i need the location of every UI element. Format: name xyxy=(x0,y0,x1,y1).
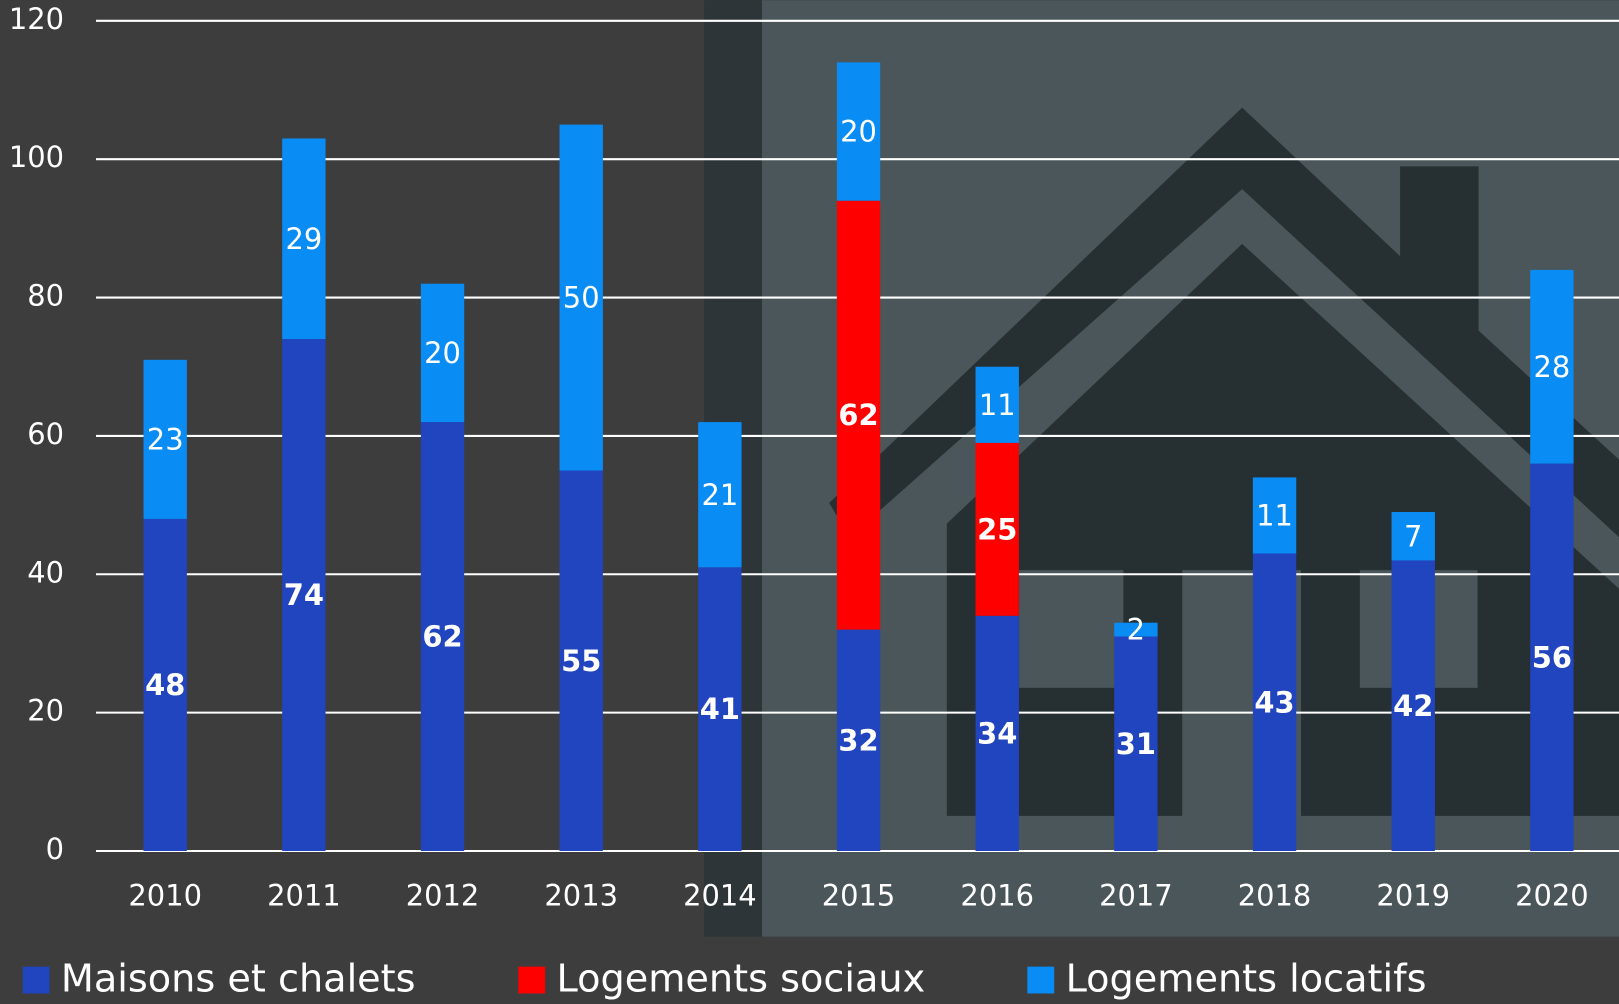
data-label: 31 xyxy=(1116,727,1156,761)
y-tick-label: 20 xyxy=(27,694,64,728)
x-tick-label: 2018 xyxy=(1238,878,1312,912)
x-tick-label: 2017 xyxy=(1099,878,1173,912)
data-label: 21 xyxy=(701,478,738,512)
x-tick-label: 2010 xyxy=(128,878,202,912)
bar-segment xyxy=(559,470,603,851)
data-label: 62 xyxy=(838,398,878,432)
data-label: 48 xyxy=(145,668,185,702)
bar-segment xyxy=(975,366,1019,443)
legend-swatch xyxy=(22,966,50,994)
x-tick-label: 2011 xyxy=(267,878,341,912)
bar-segment xyxy=(1114,622,1158,637)
data-label: 56 xyxy=(1532,640,1572,674)
x-tick-label: 2012 xyxy=(406,878,480,912)
bar-segment xyxy=(975,442,1019,616)
x-tick-label: 2020 xyxy=(1515,878,1589,912)
bar-segment xyxy=(1252,553,1297,851)
data-label: 23 xyxy=(147,422,184,456)
data-label: 11 xyxy=(1256,499,1293,533)
data-label: 42 xyxy=(1393,689,1433,723)
bar-segment xyxy=(1114,636,1158,851)
bar-segment xyxy=(143,359,187,519)
data-label: 2 xyxy=(1127,613,1145,647)
y-tick-label: 100 xyxy=(9,140,64,174)
bar-segment xyxy=(1252,477,1297,554)
x-tick-label: 2015 xyxy=(822,878,896,912)
x-tick-label: 2016 xyxy=(960,878,1034,912)
data-label: 7 xyxy=(1404,519,1422,553)
bar-segment xyxy=(836,62,881,201)
bar-segment xyxy=(420,283,465,423)
data-label: 43 xyxy=(1254,685,1294,719)
data-label: 50 xyxy=(563,281,600,315)
data-label: 32 xyxy=(838,723,878,757)
legend-swatch xyxy=(518,966,546,994)
data-label: 74 xyxy=(284,578,324,612)
bar-segment xyxy=(975,615,1019,851)
data-label: 34 xyxy=(977,716,1017,750)
bar-segment xyxy=(836,200,881,630)
bar-segment xyxy=(1391,512,1435,561)
x-tick-label: 2019 xyxy=(1376,878,1450,912)
bar-segment xyxy=(143,518,187,851)
bar-segment xyxy=(559,124,603,471)
data-label: 41 xyxy=(700,692,740,726)
legend-label: Maisons et chalets xyxy=(61,958,416,1002)
bar-segment xyxy=(698,422,742,568)
data-label: 20 xyxy=(424,336,461,370)
y-tick-label: 120 xyxy=(9,2,64,36)
legend-swatch xyxy=(1027,966,1055,994)
y-tick-label: 40 xyxy=(27,555,64,589)
data-label: 29 xyxy=(285,222,322,256)
bar-segment xyxy=(282,339,326,851)
data-label: 11 xyxy=(979,388,1016,422)
data-label: 20 xyxy=(840,115,877,149)
x-tick-label: 2013 xyxy=(544,878,618,912)
y-tick-label: 80 xyxy=(27,279,64,313)
legend-label: Logements locatifs xyxy=(1066,958,1427,1002)
bar-segment xyxy=(836,629,881,851)
bar-segment xyxy=(1391,560,1435,851)
bar-segment xyxy=(420,422,465,851)
y-tick-label: 60 xyxy=(27,417,64,451)
bar-segment xyxy=(1530,269,1574,464)
bar-segment xyxy=(698,567,742,851)
data-label: 25 xyxy=(977,512,1017,546)
data-label: 62 xyxy=(422,620,462,654)
data-label: 55 xyxy=(561,644,601,678)
bar-segment xyxy=(1530,463,1574,851)
bar-segment xyxy=(282,138,326,340)
y-tick-label: 0 xyxy=(46,832,64,866)
data-label: 28 xyxy=(1533,350,1570,384)
x-tick-label: 2014 xyxy=(683,878,757,912)
legend-label: Logements sociaux xyxy=(557,958,926,1002)
